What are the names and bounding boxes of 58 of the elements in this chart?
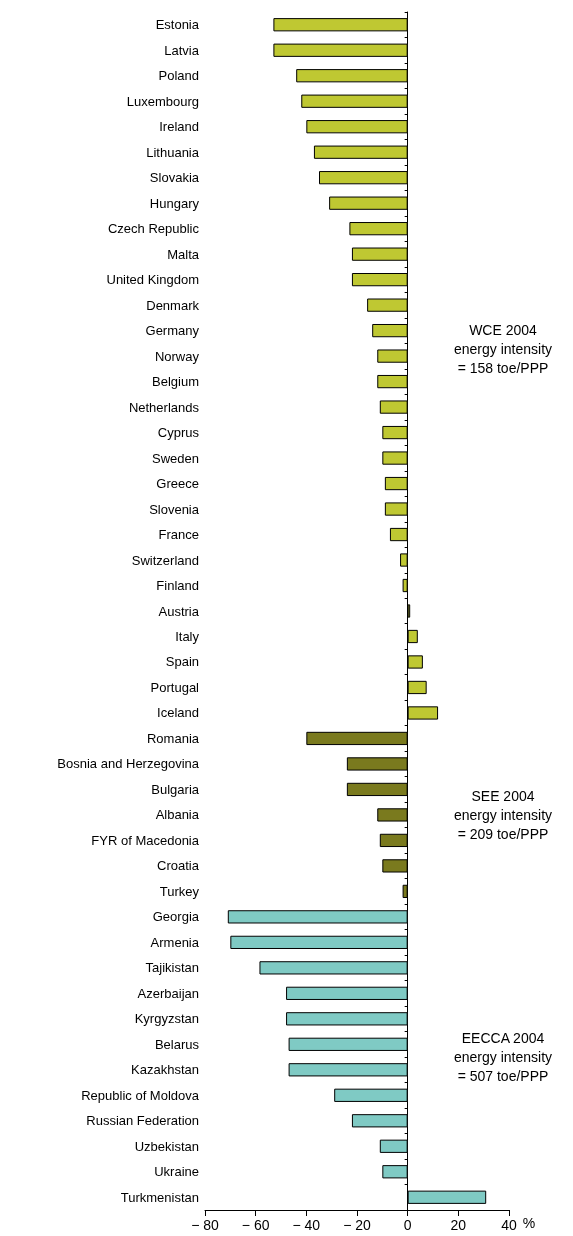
y-tick-label: Germany <box>145 323 200 339</box>
y-tick-label: Armenia <box>150 934 200 950</box>
x-tick-label: − 60 <box>241 1217 270 1233</box>
y-tick-label: France <box>158 527 199 543</box>
x-tick-label: 0 <box>403 1217 412 1233</box>
y-tick-label: Finland <box>156 578 199 594</box>
y-tick-label: FYR of Macedonia <box>91 832 200 848</box>
annotation: WCE 2004 energy intensity = 158 toe/PPP <box>453 321 553 376</box>
y-tick-label: Czech Republic <box>107 221 200 237</box>
x-tick-label: 40 <box>501 1217 517 1233</box>
y-tick-label: Ireland <box>159 119 199 135</box>
y-tick-label: Turkmenistan <box>120 1189 199 1205</box>
x-tick-label: − 80 <box>191 1217 220 1233</box>
x-tick-label: − 20 <box>343 1217 372 1233</box>
y-tick-label: Switzerland <box>131 552 199 568</box>
y-tick-label: Bosnia and Herzegovina <box>57 756 200 772</box>
y-tick-label: Croatia <box>157 858 200 874</box>
y-tick-label: Bulgaria <box>151 781 200 797</box>
y-tick-label: Cyprus <box>157 425 200 441</box>
y-tick-label: Austria <box>158 603 200 619</box>
x-tick-label: 20 <box>450 1217 467 1233</box>
y-tick-label: Slovenia <box>149 501 200 517</box>
y-tick-label: Belarus <box>154 1036 200 1052</box>
y-tick-label: Russian Federation <box>86 1113 199 1129</box>
y-tick-label: Latvia <box>164 42 200 58</box>
y-tick-label: Portugal <box>150 679 200 695</box>
y-tick-label: Albania <box>155 807 200 823</box>
y-tick-label: Uzbekistan <box>134 1138 199 1154</box>
y-tick-label: Norway <box>154 348 200 364</box>
annotation: SEE 2004 energy intensity = 209 toe/PPP <box>453 787 553 842</box>
y-tick-label: Spain <box>165 654 199 670</box>
y-tick-label: Belgium <box>152 374 199 390</box>
y-tick-label: Republic of Moldova <box>81 1087 200 1103</box>
y-tick-label: Malta <box>167 246 200 262</box>
y-tick-label: Lithuania <box>146 144 200 160</box>
x-tick-label: − 40 <box>292 1217 321 1233</box>
y-tick-label: Georgia <box>152 909 200 925</box>
y-tick-label: Greece <box>156 476 199 492</box>
y-tick-label: Denmark <box>146 297 200 313</box>
y-tick-label: Hungary <box>149 195 200 211</box>
x-axis-title: % <box>522 1215 536 1231</box>
y-tick-label: Tajikistan <box>145 960 199 976</box>
y-tick-label: Iceland <box>157 705 199 721</box>
y-tick-label: Netherlands <box>128 399 200 415</box>
y-tick-label: Poland <box>158 68 199 84</box>
y-tick-label: Slovakia <box>149 170 200 186</box>
y-tick-label: Italy <box>175 628 200 644</box>
y-tick-label: United Kingdom <box>106 272 199 288</box>
y-tick-label: Estonia <box>155 17 200 33</box>
y-tick-label: Kazakhstan <box>131 1062 199 1078</box>
y-tick-label: Turkey <box>159 883 200 899</box>
annotation: EECCA 2004 energy intensity = 507 toe/PPP <box>453 1030 553 1085</box>
y-tick-label: Luxembourg <box>126 93 199 109</box>
y-tick-label: Azerbaijan <box>137 985 199 1001</box>
y-tick-label: Kyrgyzstan <box>134 1011 199 1027</box>
y-tick-label: Ukraine <box>154 1164 199 1180</box>
y-tick-label: Sweden <box>152 450 199 466</box>
y-tick-label: Romania <box>146 730 200 746</box>
